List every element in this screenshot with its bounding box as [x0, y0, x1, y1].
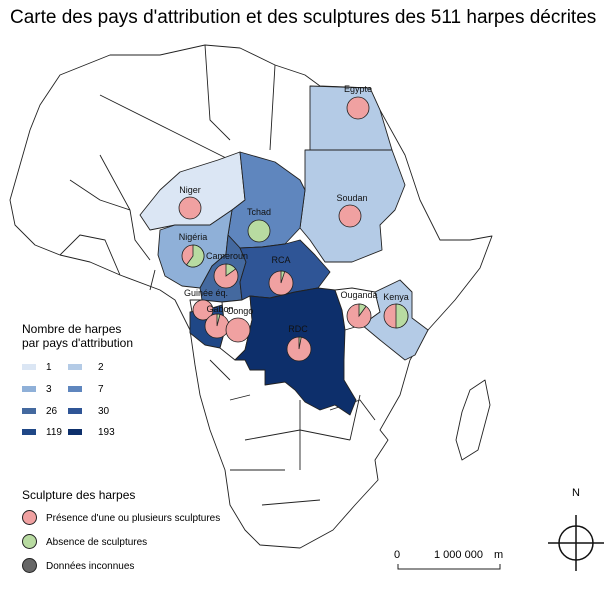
legend-presence-dot	[22, 510, 37, 525]
scale-bar	[397, 564, 501, 570]
north-arrow-icon	[548, 515, 604, 571]
pie-slice-rdc	[298, 336, 302, 350]
pie-cameroun	[213, 263, 239, 289]
inner-borders	[59, 44, 376, 506]
legend-label-1: 1	[46, 362, 52, 373]
legend-swatch-30	[68, 408, 82, 414]
pie-slice-nigeria	[185, 244, 205, 268]
legend-swatch-26	[22, 408, 36, 414]
pie-tchad	[247, 219, 271, 243]
pie-congo	[225, 317, 251, 343]
madagascar	[455, 379, 491, 461]
pie-egypte	[346, 96, 370, 120]
label-egypte: Egypte	[344, 84, 372, 94]
pie-slice-cameroun	[225, 263, 237, 277]
legend-label-30: 30	[98, 406, 110, 417]
legend-swatch-119	[22, 429, 36, 435]
legend-presence-label: Présence d'une ou plusieurs sculptures	[46, 513, 221, 524]
pie-slice-gabon	[216, 313, 221, 327]
legend-absence-label: Absence de sculptures	[46, 537, 148, 548]
legend-swatch-3	[22, 386, 36, 392]
scale-zero: 0	[394, 549, 401, 561]
pie-circle-congo	[225, 317, 251, 343]
north-label: N	[572, 487, 580, 499]
legend-unknown-label: Données inconnues	[46, 561, 135, 572]
legend-unknown-dot	[22, 558, 37, 573]
label-tchad: Tchad	[247, 207, 271, 217]
label-ouganda: Ouganda	[340, 290, 377, 300]
map-title: Carte des pays d'attribution et des scul…	[10, 7, 597, 28]
label-nigeria: Nigéria	[179, 232, 208, 242]
scale-unit: m	[494, 549, 504, 561]
scale-distance: 1 000 000	[434, 549, 483, 561]
pie-ouganda	[346, 303, 372, 329]
label-congo: Congo	[227, 306, 254, 316]
label-guinee-eq: Guinée éq.	[184, 288, 228, 298]
legend-label-2: 2	[98, 362, 104, 373]
pie-slice-rca	[280, 270, 286, 284]
legend-label-3: 3	[46, 384, 52, 395]
pie-circle-tchad	[247, 219, 271, 243]
label-rdc: RDC	[288, 324, 308, 334]
label-gabon: Gabon	[206, 304, 233, 314]
fill-legend-title-line1: Nombre de harpes	[22, 322, 122, 336]
pie-circle-niger	[178, 196, 202, 220]
pie-niger	[178, 196, 202, 220]
pie-slice-kenya	[395, 303, 409, 329]
legend-swatch-193	[68, 429, 82, 435]
legend-absence-dot	[22, 534, 37, 549]
legend-label-193: 193	[98, 427, 115, 438]
fill-legend-title-line2: par pays d'attribution	[22, 336, 134, 350]
pie-nigeria	[181, 244, 205, 268]
legend-swatch-7	[68, 386, 82, 392]
label-soudan: Soudan	[336, 193, 367, 203]
label-niger: Niger	[179, 185, 201, 195]
country-egypte	[309, 85, 393, 151]
pie-circle-soudan	[338, 204, 362, 228]
legend-swatch-1	[22, 364, 36, 370]
legend-label-26: 26	[46, 406, 58, 417]
pie-rdc	[286, 336, 312, 362]
pie-circle-guinee-eq	[192, 299, 214, 321]
pie-slice-ouganda	[358, 303, 367, 318]
pie-legend-title: Sculpture des harpes	[22, 488, 136, 502]
pie-guinee-eq	[192, 299, 214, 321]
pie-soudan	[338, 204, 362, 228]
pie-gabon	[204, 313, 230, 339]
label-rca: RCA	[271, 255, 290, 265]
pie-circle-egypte	[346, 96, 370, 120]
fill-legend-title: Nombre de harpes par pays d'attribution	[22, 322, 133, 350]
label-cameroun: Cameroun	[206, 251, 248, 261]
legend-label-7: 7	[98, 384, 104, 395]
pie-kenya	[383, 303, 409, 329]
pie-rca	[268, 270, 294, 296]
label-kenya: Kenya	[383, 292, 409, 302]
legend-label-119: 119	[46, 427, 62, 438]
legend-swatch-2	[68, 364, 82, 370]
